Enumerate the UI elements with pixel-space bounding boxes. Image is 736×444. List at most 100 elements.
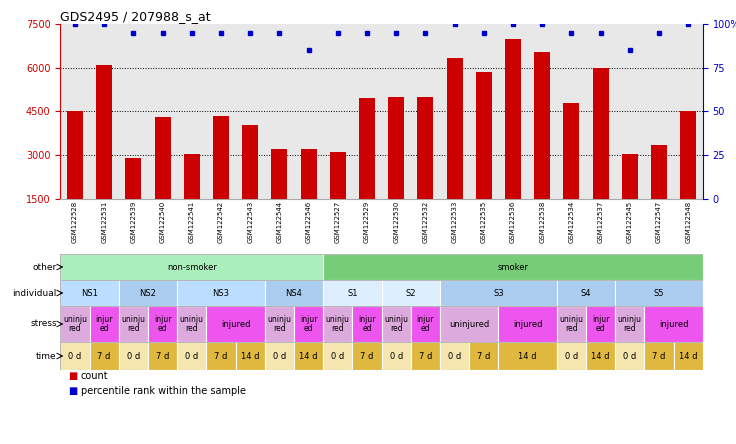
Bar <box>323 280 381 306</box>
Bar <box>330 152 346 199</box>
Bar <box>323 342 353 370</box>
Bar <box>118 342 148 370</box>
Bar <box>498 306 557 342</box>
Bar <box>60 254 323 280</box>
Bar <box>90 306 118 342</box>
Text: other: other <box>32 262 57 271</box>
Bar <box>265 280 323 306</box>
Text: 7 d: 7 d <box>97 352 111 361</box>
Bar <box>564 103 579 199</box>
Bar <box>118 280 177 306</box>
Bar <box>622 154 638 199</box>
Bar <box>680 111 696 199</box>
Text: S4: S4 <box>581 289 591 297</box>
Text: percentile rank within the sample: percentile rank within the sample <box>81 386 246 396</box>
Text: GDS2495 / 207988_s_at: GDS2495 / 207988_s_at <box>60 10 211 23</box>
Bar <box>96 65 112 199</box>
Bar <box>177 306 206 342</box>
Bar <box>586 306 615 342</box>
Text: ■: ■ <box>68 386 77 396</box>
Bar <box>177 342 206 370</box>
Bar <box>323 306 353 342</box>
Text: injured: injured <box>659 320 688 329</box>
Text: injur
ed: injur ed <box>417 315 434 333</box>
Bar <box>125 158 141 199</box>
Text: NS4: NS4 <box>286 289 302 297</box>
Bar <box>60 280 118 306</box>
Text: ■: ■ <box>68 371 77 381</box>
Text: stress: stress <box>30 320 57 329</box>
Bar <box>645 342 673 370</box>
Text: non-smoker: non-smoker <box>167 262 216 271</box>
Text: 14 d: 14 d <box>300 352 318 361</box>
Bar <box>498 342 557 370</box>
Text: 0 d: 0 d <box>185 352 199 361</box>
Bar <box>447 58 463 199</box>
Bar <box>272 150 288 199</box>
Bar <box>184 154 199 199</box>
Text: uninju
red: uninju red <box>618 315 642 333</box>
Text: 0 d: 0 d <box>127 352 140 361</box>
Bar <box>645 306 703 342</box>
Text: injur
ed: injur ed <box>358 315 376 333</box>
Bar <box>381 280 440 306</box>
Text: injured: injured <box>221 320 250 329</box>
Text: uninju
red: uninju red <box>326 315 350 333</box>
Bar <box>381 306 411 342</box>
Bar <box>615 342 645 370</box>
Text: 7 d: 7 d <box>361 352 374 361</box>
Text: S5: S5 <box>654 289 665 297</box>
Text: injur
ed: injur ed <box>592 315 609 333</box>
Text: 7 d: 7 d <box>156 352 169 361</box>
Bar <box>359 99 375 199</box>
Bar <box>213 116 229 199</box>
Bar <box>615 306 645 342</box>
Text: injured: injured <box>513 320 542 329</box>
Bar <box>148 342 177 370</box>
Text: S2: S2 <box>406 289 416 297</box>
Bar <box>206 342 236 370</box>
Bar <box>294 342 323 370</box>
Bar <box>470 342 498 370</box>
Text: count: count <box>81 371 109 381</box>
Bar <box>353 306 382 342</box>
Bar <box>534 52 551 199</box>
Bar <box>505 39 521 199</box>
Text: 7 d: 7 d <box>214 352 227 361</box>
Bar <box>586 342 615 370</box>
Text: 0 d: 0 d <box>68 352 82 361</box>
Bar <box>557 342 586 370</box>
Text: 0 d: 0 d <box>273 352 286 361</box>
Text: uninju
red: uninju red <box>63 315 87 333</box>
Text: 0 d: 0 d <box>448 352 461 361</box>
Bar <box>388 97 404 199</box>
Bar <box>148 306 177 342</box>
Bar <box>651 145 667 199</box>
Text: 0 d: 0 d <box>623 352 637 361</box>
Text: 7 d: 7 d <box>652 352 666 361</box>
Bar <box>265 342 294 370</box>
Bar <box>118 306 148 342</box>
Bar <box>440 306 498 342</box>
Bar <box>177 280 265 306</box>
Bar <box>242 125 258 199</box>
Text: NS2: NS2 <box>140 289 157 297</box>
Bar <box>206 306 265 342</box>
Bar <box>440 342 470 370</box>
Text: injur
ed: injur ed <box>96 315 113 333</box>
Bar <box>294 306 323 342</box>
Text: 7 d: 7 d <box>477 352 490 361</box>
Text: individual: individual <box>13 289 57 297</box>
Text: uninju
red: uninju red <box>180 315 204 333</box>
Text: uninju
red: uninju red <box>267 315 291 333</box>
Text: uninju
red: uninju red <box>559 315 584 333</box>
Text: smoker: smoker <box>498 262 528 271</box>
Bar <box>60 342 90 370</box>
Text: 0 d: 0 d <box>565 352 578 361</box>
Bar <box>90 342 118 370</box>
Text: NS3: NS3 <box>213 289 230 297</box>
Text: time: time <box>36 352 57 361</box>
Text: 14 d: 14 d <box>592 352 610 361</box>
Text: 14 d: 14 d <box>679 352 698 361</box>
Bar <box>673 342 703 370</box>
